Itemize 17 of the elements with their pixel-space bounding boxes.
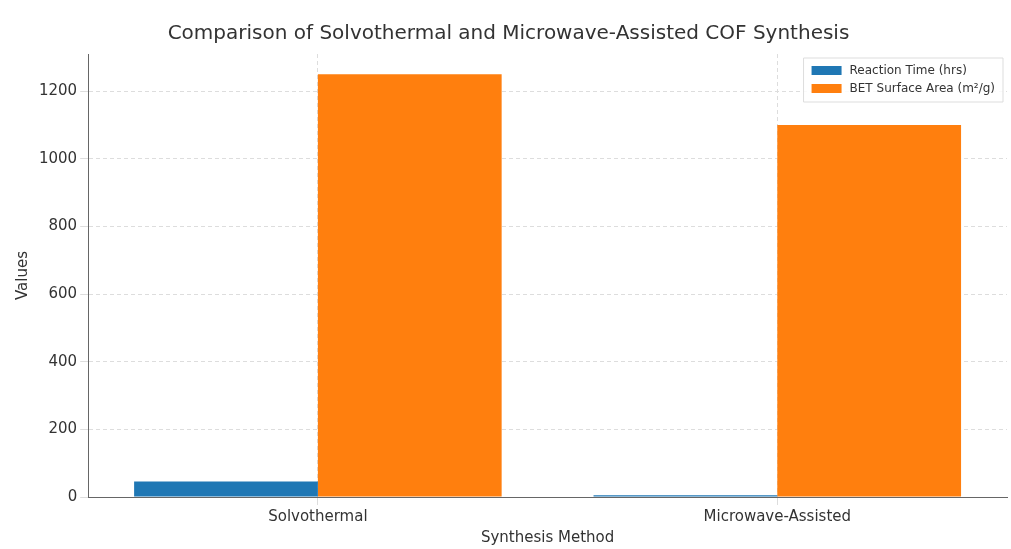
y-axis-title: Values: [12, 250, 31, 301]
y-tick-label: 400: [48, 351, 78, 370]
chart-title: Comparison of Solvothermal and Microwave-Assisted COF Synthesis: [167, 20, 850, 45]
bar: [777, 125, 962, 497]
y-tick-label: 200: [48, 419, 78, 438]
x-axis-title: Synthesis Method: [480, 527, 615, 546]
legend-label: Reaction Time (hrs): [849, 63, 967, 78]
x-tick-label: Solvothermal: [268, 506, 368, 525]
bar: [317, 74, 502, 497]
legend-label: BET Surface Area (m²/g): [849, 81, 996, 96]
y-tick-label: 0: [67, 486, 78, 505]
bar: [134, 481, 318, 497]
y-tick-label: 800: [48, 216, 78, 235]
y-tick-label: 600: [48, 283, 78, 302]
y-tick-label: 1200: [38, 81, 78, 100]
y-tick-label: 1000: [38, 148, 78, 167]
x-tick-label: Microwave-Assisted: [703, 506, 852, 525]
